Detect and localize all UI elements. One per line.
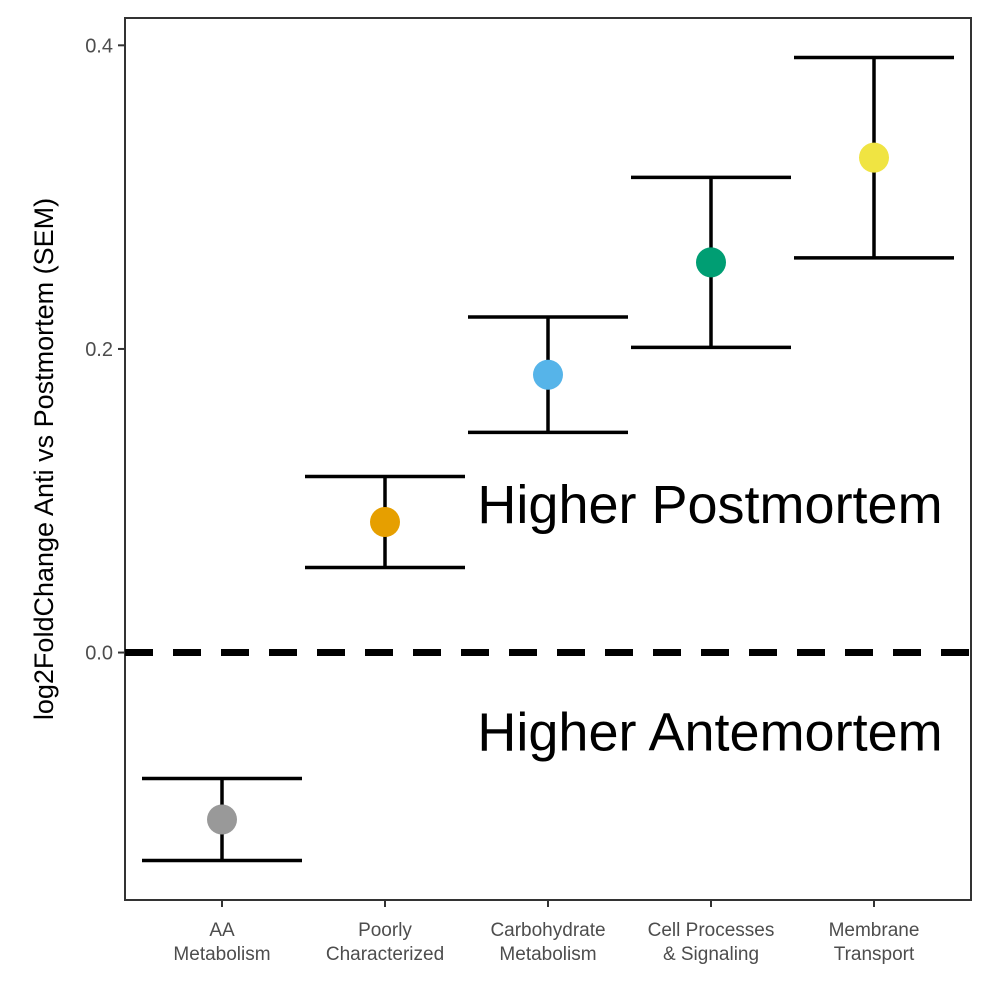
- x-tick-label: AA Metabolism: [173, 920, 270, 965]
- x-tick-label: Cell Processes & Signaling: [648, 920, 775, 965]
- x-tick-label-line: & Signaling: [663, 944, 759, 965]
- data-point: [696, 247, 726, 278]
- annotation-label: Higher Antemortem: [477, 702, 942, 762]
- data-point: [207, 804, 237, 835]
- x-tick-label-line: Membrane: [829, 920, 920, 941]
- x-tick-label-line: Metabolism: [499, 944, 596, 965]
- x-tick-label: Poorly Characterized: [326, 920, 444, 965]
- annotations: Higher Postmortem Higher Antemortem: [477, 475, 942, 763]
- data-point: [859, 142, 889, 173]
- x-tick-label-line: Characterized: [326, 944, 444, 965]
- y-axis: 0.0 0.2 0.4: [85, 35, 125, 665]
- x-tick-label-line: Poorly: [358, 920, 412, 941]
- data-point: [533, 359, 563, 390]
- x-tick-label-line: Metabolism: [173, 944, 270, 965]
- x-tick-label-line: AA: [209, 920, 235, 941]
- y-tick-label: 0.2: [85, 339, 113, 361]
- x-tick-label: Membrane Transport: [829, 920, 920, 965]
- x-tick-label: Carbohydrate Metabolism: [490, 920, 605, 965]
- y-tick-label: 0.0: [85, 643, 113, 665]
- plot-panel: [124, 17, 972, 901]
- data-marks: [142, 55, 954, 863]
- y-tick-label: 0.4: [85, 35, 113, 57]
- x-tick-label-line: Carbohydrate: [490, 920, 605, 941]
- y-axis-label: log2FoldChange Anti vs Postmortem (SEM): [29, 198, 59, 720]
- x-axis: AA Metabolism Poorly Characterized Carbohydr…: [173, 900, 919, 965]
- x-tick-label-line: Transport: [834, 944, 915, 965]
- annotation-label: Higher Postmortem: [477, 475, 942, 535]
- data-point: [370, 507, 400, 537]
- x-tick-label-line: Cell Processes: [648, 920, 775, 941]
